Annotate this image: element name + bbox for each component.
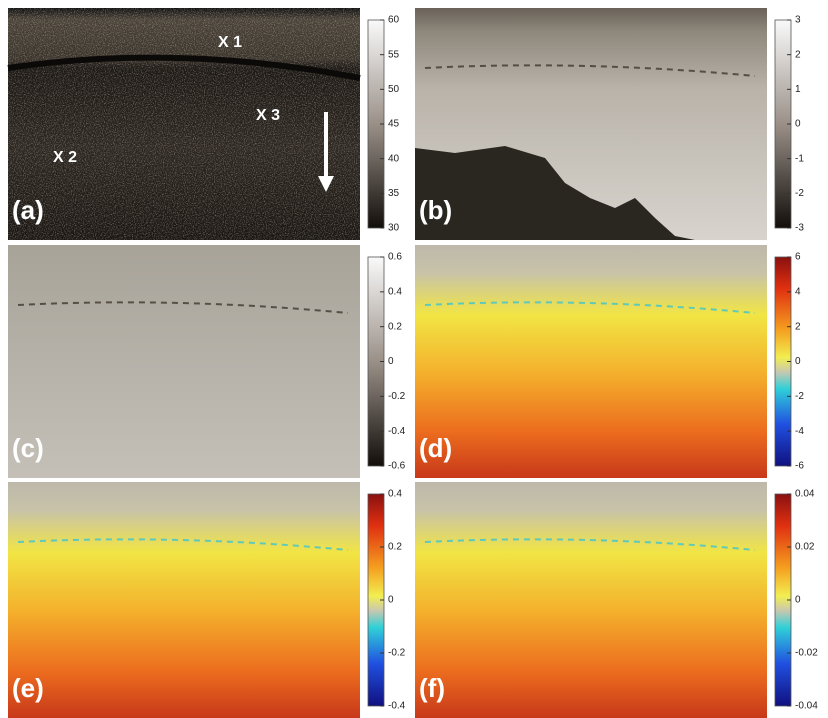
layer-boundary <box>7 54 361 81</box>
colorbar-tick-label: 0.04 <box>795 489 815 500</box>
colorbar-tick-label: -4 <box>795 426 804 437</box>
colorbar-tick-label: 0.6 <box>388 252 402 263</box>
colorbar-tick-label: -1 <box>795 153 804 164</box>
colorbar-tick-label: -2 <box>795 391 804 402</box>
colorbar-tick-label: -0.4 <box>388 701 406 712</box>
colorbar-tick-label: 45 <box>388 119 400 130</box>
colorbar-tick-label: 0 <box>795 119 801 130</box>
annotation: X 3 <box>256 107 280 124</box>
colorbar-tick-label: 4 <box>795 286 801 297</box>
image <box>415 482 767 718</box>
colorbar-tick-label: 60 <box>388 15 400 26</box>
colorbar-tick-label: 0 <box>795 356 801 367</box>
colorbar-tick-label: 50 <box>388 84 400 95</box>
colorbar-tick-label: -0.2 <box>388 648 406 659</box>
colorbar-tick-label: 0 <box>388 595 394 606</box>
colorbar-tick-label: 2 <box>795 321 801 332</box>
colorbar-tick-label: 40 <box>388 153 400 164</box>
colorbar-tick-label: -0.2 <box>388 391 406 402</box>
colorbar-tick-label: 35 <box>388 188 400 199</box>
panel-label: (c) <box>12 433 44 463</box>
colorbar-tick-label: -3 <box>795 223 804 234</box>
colorbar-tick-label: 2 <box>795 49 801 60</box>
colorbar-tick-label: 1 <box>795 84 801 95</box>
colorbar-tick-label: -0.4 <box>388 426 406 437</box>
panel-label: (d) <box>419 433 452 463</box>
colorbar-tick-label: -0.04 <box>795 701 818 712</box>
colorbar-tick-label: 0 <box>795 595 801 606</box>
image <box>8 482 360 718</box>
colorbar-tick-label: 0.2 <box>388 321 402 332</box>
colorbar-tick-label: -0.02 <box>795 648 818 659</box>
colorbar-tick-label: 0.4 <box>388 286 402 297</box>
image <box>8 245 360 478</box>
colorbar-tick-label: -6 <box>795 461 804 472</box>
panel-label: (e) <box>12 673 44 703</box>
annotation: X 1 <box>218 34 242 51</box>
speckle <box>8 8 360 240</box>
colorbar-tick-label: 0.4 <box>388 489 402 500</box>
colorbar-tick-label: 6 <box>795 252 801 263</box>
dark-region <box>415 146 695 240</box>
colorbar-tick-label: -2 <box>795 188 804 199</box>
colorbar-tick-label: 0 <box>388 356 394 367</box>
colorbar-tick-label: 30 <box>388 223 400 234</box>
colorbar-tick-label: 0.2 <box>388 542 402 553</box>
annotation: X 2 <box>53 149 77 166</box>
panel-label: (b) <box>419 195 452 225</box>
colorbar-tick-label: -0.6 <box>388 461 406 472</box>
arrow-head <box>318 176 334 192</box>
colorbar-tick-label: 55 <box>388 49 400 60</box>
panel-label: (f) <box>419 673 445 703</box>
image <box>415 245 767 478</box>
panel-label: (a) <box>12 195 44 225</box>
colorbar-tick-label: 0.02 <box>795 542 815 553</box>
colorbar-tick-label: 3 <box>795 15 801 26</box>
